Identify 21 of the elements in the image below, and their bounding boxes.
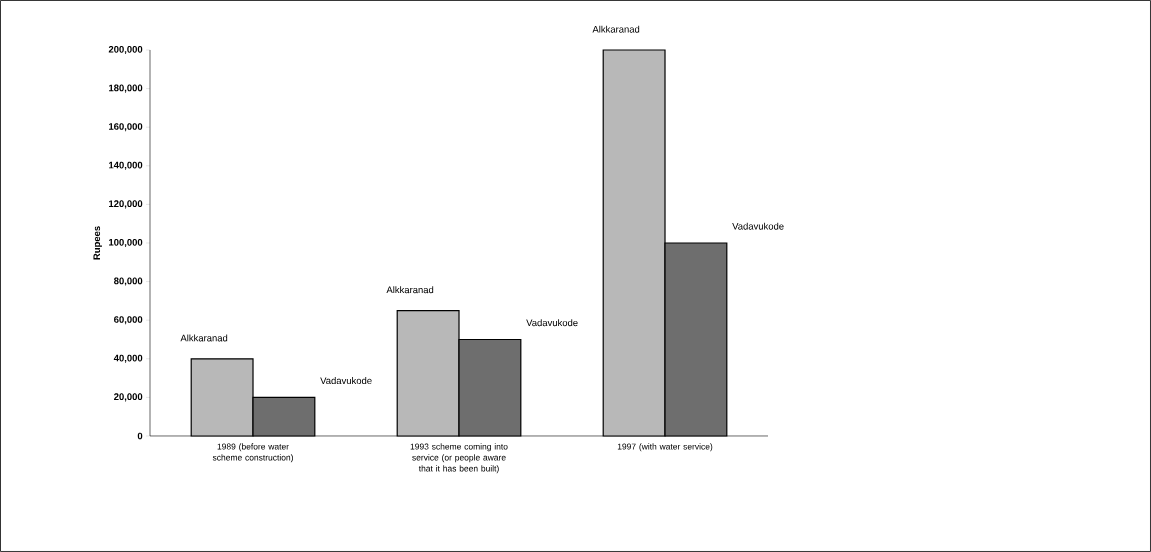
text: Vadavukode [732,222,784,230]
y-tick-label: 200,000 [108,45,143,55]
y-tick-label: 0 [137,432,143,440]
y-axis-title: Rupees [93,226,102,260]
series-label: Vadavukode [320,377,372,385]
x-tick-label: 1993 scheme coming into service (or people aware that it has been built) [410,443,508,474]
series-label: Alkkaranad [592,25,640,33]
y-tick-label: 100,000 [109,238,143,248]
x-tick-label: 1997 (with water service) [617,443,713,452]
y-tick-label: 120,000 [109,200,143,209]
y-tick-label: 20,000 [114,393,143,402]
y-tick-label: 60,000 [114,316,143,325]
x-tick-label: 1989 (before water scheme construction) [212,443,293,463]
y-tick-label: 40,000 [113,354,143,363]
text: Vadavukode [526,319,578,327]
y-tick-label: 80,000 [114,277,143,286]
y-tick-label: 140,000 [109,161,143,170]
text: Alkkaranad [180,334,228,342]
text: Alkkaranad [386,286,434,294]
y-tick-label: 180,000 [109,84,143,93]
y-tick-label: 160,000 [109,123,143,132]
